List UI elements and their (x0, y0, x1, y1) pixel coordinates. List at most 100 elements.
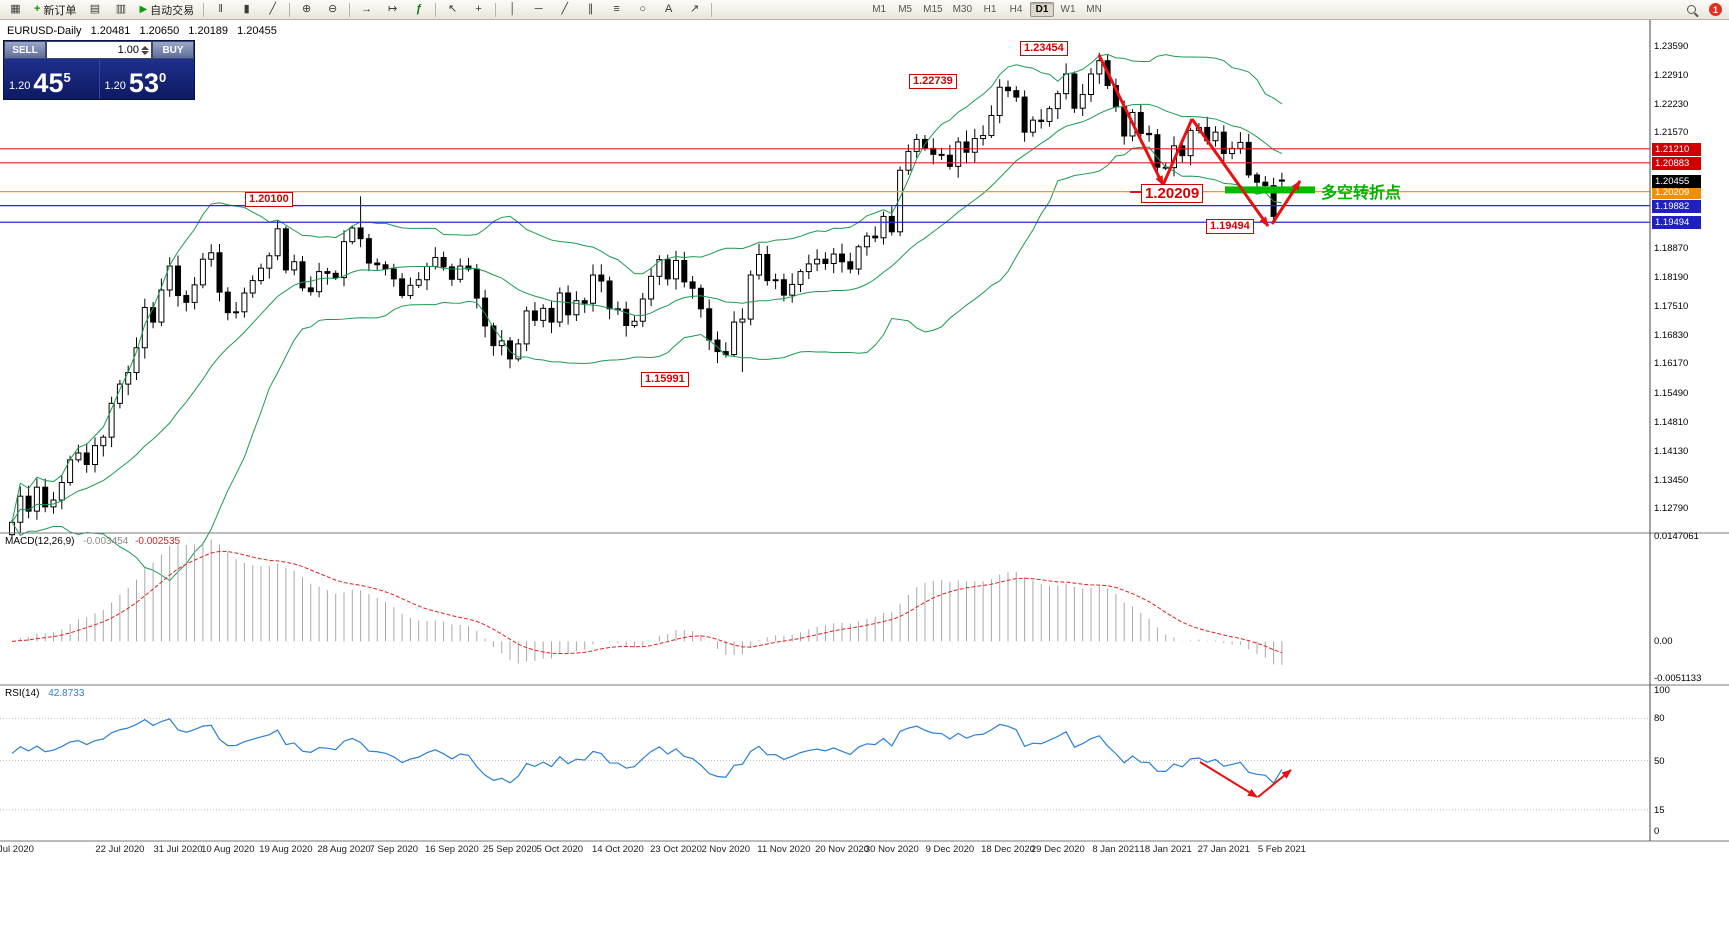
chart-profiles-button[interactable]: ▥ (108, 0, 133, 19)
trendline-button[interactable]: ╱ (552, 0, 577, 19)
arrows-tool-button[interactable]: ↗ (682, 0, 707, 19)
auto-trading-button[interactable]: ▶ 自动交易 (134, 0, 199, 19)
date-axis-label: 9 Dec 2020 (925, 844, 975, 855)
chart-window-button[interactable]: ▦ (3, 0, 28, 19)
volume-down-arrow-icon[interactable] (141, 50, 149, 55)
candlestick-chart-button[interactable]: ▮ (234, 0, 259, 19)
volume-up-arrow-icon[interactable] (141, 45, 149, 50)
trend-arrows[interactable] (1097, 54, 1302, 227)
zoom-in-button[interactable]: ⊕ (294, 0, 319, 19)
horizontal-line-button[interactable]: ─ (526, 0, 551, 19)
fibonacci-button[interactable]: ≡ (604, 0, 629, 19)
price-annotation[interactable]: 1.23454 (1020, 41, 1068, 56)
arrows-tool-icon: ↗ (690, 3, 700, 15)
notification-badge[interactable]: 1 (1709, 3, 1722, 16)
channel-icon: ∥ (587, 3, 594, 15)
timeframe-button-m30[interactable]: M30 (952, 4, 973, 15)
shapes-button[interactable]: ○ (630, 0, 655, 19)
price-annotation[interactable]: 1.20100 (245, 192, 293, 207)
search-icon (1687, 5, 1696, 14)
timeframe-button-m15[interactable]: M15 (923, 4, 943, 15)
date-axis-label: 16 Sep 2020 (424, 844, 479, 855)
bollinger-bands (11, 53, 1283, 582)
horizontal-line-icon: ─ (534, 3, 543, 15)
price-axis-label: 1.12790 (1654, 503, 1689, 514)
rsi-name: RSI(14) (5, 688, 40, 699)
sell-price-big: 455 (33, 67, 71, 98)
timeframe-button-h1[interactable]: H1 (983, 4, 997, 15)
macd-main-value: -0.003454 (83, 536, 129, 547)
timeframe-button-m1[interactable]: M1 (872, 4, 887, 15)
panel-separators[interactable] (0, 20, 1729, 842)
auto-scroll-button[interactable]: → (354, 0, 379, 19)
buy-price-prefix: 1.20 (104, 80, 126, 92)
timeframe-button-d1[interactable]: D1 (1030, 2, 1055, 17)
zoom-in-icon: ⊕ (302, 3, 312, 15)
date-axis-label: 5 Feb 2021 (1257, 844, 1306, 855)
new-order-button[interactable]: + 新订单 (29, 0, 81, 19)
date-axis-label: 29 Dec 2020 (1030, 844, 1085, 855)
vertical-line-button[interactable]: │ (500, 0, 525, 19)
timeframe-button-mn[interactable]: MN (1086, 4, 1102, 15)
macd-label: MACD(12,26,9) -0.003454 -0.002535 (5, 536, 180, 547)
buy-button[interactable]: BUY (152, 41, 194, 59)
date-axis-label: 14 Oct 2020 (592, 844, 644, 855)
bar-chart-icon: ‖ (218, 3, 223, 15)
price-axis-label: 1.16830 (1654, 330, 1689, 342)
zoom-out-icon: ⊖ (328, 3, 338, 15)
line-chart-button[interactable]: ╱ (260, 0, 285, 19)
volume-spinner[interactable] (141, 45, 149, 55)
crosshair-icon: + (475, 3, 482, 15)
chart-profiles-icon: ▥ (115, 3, 127, 15)
zone-annotation-label[interactable]: 多空转折点 (1321, 184, 1402, 202)
timeframe-button-m5[interactable]: M5 (898, 4, 913, 15)
rsi-arrows[interactable] (1199, 761, 1292, 798)
price-axis-label: 1.16170 (1654, 358, 1689, 370)
chart-shift-button[interactable]: ↦ (380, 0, 405, 19)
sell-button[interactable]: SELL (4, 41, 46, 59)
rsi-value: 42.8733 (48, 688, 85, 699)
support-zone-bar[interactable] (1225, 186, 1315, 194)
date-axis-label: 18 Jan 2021 (1139, 844, 1192, 855)
text-tool-button[interactable]: A (656, 0, 681, 19)
indicators-icon: ƒ (415, 3, 422, 15)
rsi-axis-label: 80 (1654, 713, 1665, 725)
search-button[interactable] (1679, 0, 1704, 19)
price-annotation[interactable]: 1.19494 (1206, 219, 1254, 234)
date-axis-label: 18 Dec 2020 (981, 844, 1035, 855)
sell-price[interactable]: 1.20 455 (4, 59, 99, 99)
macd-axis-label: 0.00 (1654, 636, 1673, 648)
crosshair-button[interactable]: + (466, 0, 491, 19)
new-order-icon: + (34, 3, 41, 15)
open-value: 1.20481 (90, 25, 131, 37)
market-watch-button[interactable]: ▤ (82, 0, 107, 19)
channel-button[interactable]: ∥ (578, 0, 603, 19)
price-annotation[interactable]: 1.15991 (641, 372, 689, 387)
macd-signal-value: -0.002535 (135, 536, 181, 547)
price-axis-label: 1.22910 (1654, 70, 1689, 82)
shapes-icon: ○ (639, 3, 646, 15)
date-axis-label: 23 Oct 2020 (650, 844, 702, 855)
toolbar-separator (435, 2, 437, 17)
timeframe-button-w1[interactable]: W1 (1060, 4, 1076, 15)
price-axis-label: 1.17510 (1654, 301, 1689, 313)
chart-shift-icon: ↦ (388, 3, 398, 15)
buy-price[interactable]: 1.20 530 (98, 59, 195, 99)
fibonacci-icon: ≡ (613, 3, 620, 15)
volume-input[interactable]: 1.00 (46, 41, 152, 59)
level-price-tag: 1.19882 (1652, 199, 1701, 213)
price-annotation[interactable]: 1.22739 (909, 74, 957, 89)
macd-name: MACD(12,26,9) (5, 536, 75, 547)
price-annotation[interactable]: 1.20209 (1141, 184, 1204, 203)
close-value: 1.20455 (237, 25, 277, 37)
timeframe-button-h4[interactable]: H4 (1009, 4, 1023, 15)
date-axis-label: 5 Oct 2020 (536, 844, 584, 855)
timeframe-group: M1 M5 M15 M30 H1 H4 D1 W1 MN (866, 2, 1107, 17)
zoom-out-button[interactable]: ⊖ (320, 0, 345, 19)
cursor-button[interactable]: ↖ (440, 0, 465, 19)
indicators-button[interactable]: ƒ (406, 0, 431, 19)
bar-chart-button[interactable]: ‖ (208, 0, 233, 19)
volume-value: 1.00 (117, 44, 139, 56)
date-axis-label: 3 Jul 2020 (0, 844, 34, 855)
